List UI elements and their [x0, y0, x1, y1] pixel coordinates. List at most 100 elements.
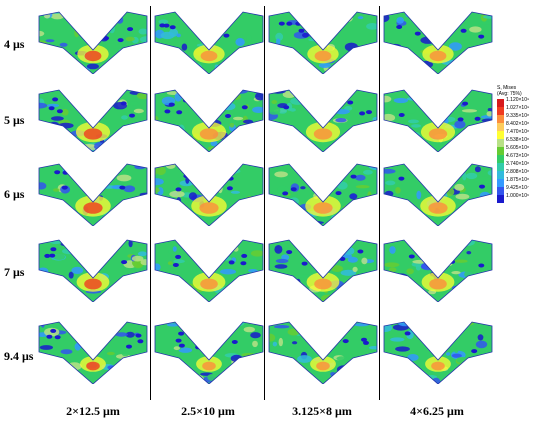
plate-outline	[154, 163, 264, 226]
low-stress-spot	[48, 106, 55, 111]
stress-blob	[61, 142, 67, 147]
stress-blob	[466, 251, 472, 255]
low-stress-spot	[88, 251, 95, 256]
contour-panel-r4-c0	[37, 318, 149, 384]
low-stress-spot	[286, 250, 293, 255]
stress-blob	[465, 172, 478, 180]
contour-panel-r3-c1	[153, 236, 265, 302]
stress-blob	[483, 15, 492, 19]
stress-blob	[269, 207, 275, 211]
column-divider-2	[379, 6, 380, 400]
contour-plot	[383, 239, 493, 302]
stress-blob	[168, 216, 173, 223]
low-stress-spot	[283, 105, 290, 110]
stress-core	[199, 202, 219, 214]
stress-blob	[156, 47, 166, 53]
stress-blob	[390, 140, 403, 150]
stress-blob	[242, 207, 247, 213]
stress-blob	[59, 42, 68, 47]
stress-blob	[131, 366, 144, 371]
stress-blob	[89, 96, 101, 106]
stress-blob	[487, 169, 492, 176]
row-label-0: 4 μs	[4, 37, 25, 51]
low-stress-spot	[322, 187, 329, 192]
stress-blob	[60, 349, 73, 355]
stress-blob	[62, 133, 68, 137]
stress-blob	[410, 296, 421, 301]
stress-blob	[384, 60, 395, 64]
stress-blob	[138, 28, 147, 35]
stress-blob	[169, 190, 185, 198]
stress-blob	[206, 14, 210, 21]
plate-base	[39, 12, 147, 74]
legend-tick-6: 5.605×10⁸	[506, 145, 530, 151]
stress-blob	[372, 137, 377, 146]
low-stress-spot	[298, 28, 305, 33]
low-stress-spot	[430, 183, 436, 187]
contour-panel-r2-c2	[267, 160, 379, 226]
stress-blob	[87, 331, 102, 337]
stress-blob	[366, 23, 377, 30]
stress-blob	[244, 376, 260, 384]
stress-blob	[308, 37, 323, 42]
low-stress-spot	[338, 21, 344, 26]
low-stress-spot	[457, 117, 464, 122]
legend-swatch-10	[497, 179, 504, 187]
stress-blob	[413, 214, 424, 224]
stress-blob	[420, 245, 425, 250]
stress-blob	[476, 176, 492, 185]
stress-blob	[395, 187, 401, 194]
stress-blob	[207, 30, 213, 34]
stress-blob	[252, 106, 263, 113]
stress-blob	[123, 208, 131, 213]
stress-blob	[387, 202, 404, 211]
stress-blob	[239, 130, 244, 138]
low-stress-spot	[164, 109, 171, 114]
stress-blob	[96, 322, 103, 331]
low-stress-spot	[168, 102, 175, 107]
stress-blob	[411, 124, 422, 128]
stress-blob	[192, 253, 205, 259]
stress-blob	[155, 58, 163, 67]
low-stress-spot	[398, 113, 405, 117]
stress-blob	[467, 134, 473, 139]
low-stress-spot	[241, 105, 248, 110]
stress-blob	[137, 251, 147, 257]
stress-blob	[438, 95, 446, 102]
stress-blob	[406, 97, 422, 101]
stress-blob	[217, 28, 225, 36]
stress-blob	[244, 287, 252, 297]
plate-base	[384, 322, 492, 384]
stress-blob	[289, 108, 296, 112]
stress-blob	[174, 53, 185, 59]
contour-plot	[38, 11, 148, 74]
legend-swatch-0	[497, 99, 504, 107]
stress-blob	[116, 174, 132, 182]
stress-blob	[86, 13, 101, 20]
stress-blob	[349, 193, 358, 200]
stress-blob	[313, 240, 325, 245]
legend-swatch-6	[497, 147, 504, 155]
stress-blob	[395, 346, 410, 352]
plate-base	[384, 164, 492, 226]
legend-swatch-4	[497, 131, 504, 139]
stress-blob	[188, 192, 197, 200]
stress-blob	[251, 370, 261, 374]
column-label-2: 3.125×8 μm	[292, 404, 352, 418]
contour-plot	[383, 163, 493, 226]
stress-blob	[115, 332, 128, 337]
stress-blob	[451, 271, 461, 275]
contour-plot	[154, 239, 264, 302]
stress-blob	[292, 341, 298, 345]
plate-base	[269, 90, 377, 152]
stress-blob	[460, 58, 474, 62]
stress-blob	[189, 63, 203, 72]
contour-plot	[383, 321, 493, 384]
stress-blob	[351, 146, 365, 152]
stress-blob	[100, 167, 106, 172]
stress-core	[200, 278, 218, 290]
stress-blob	[165, 63, 178, 72]
stress-blob	[155, 214, 165, 219]
stress-blob	[115, 212, 130, 220]
contour-panel-r0-c0	[37, 8, 149, 74]
